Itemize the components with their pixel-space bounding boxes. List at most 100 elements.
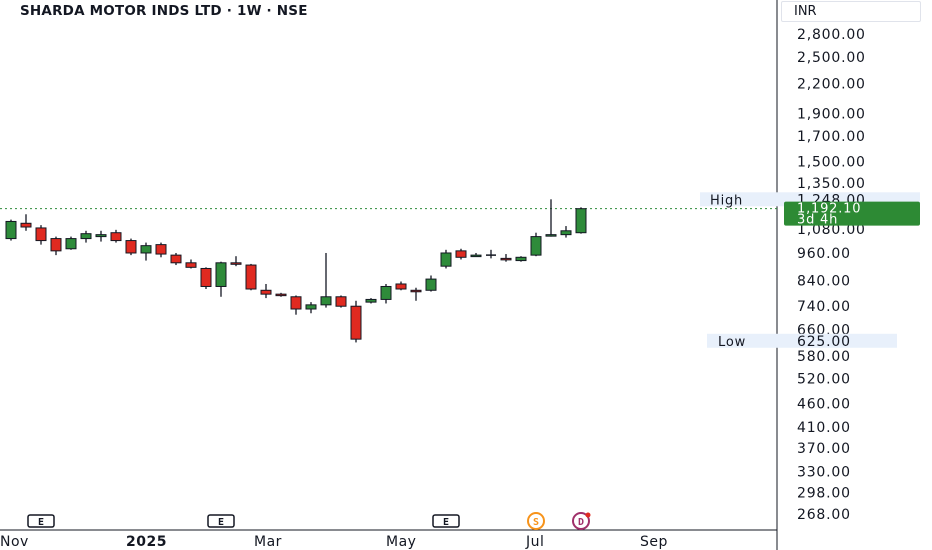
candle-body [80,233,92,240]
candle-body [380,285,392,300]
earnings-icon [432,514,460,528]
candle[interactable] [425,275,437,292]
earnings-icon [27,514,55,528]
candle-body [5,220,17,240]
candle-body [170,254,182,264]
candle[interactable] [530,232,542,257]
candle[interactable] [486,249,496,259]
event-label: E [38,517,44,528]
candle-body [155,244,167,255]
price-tick-label: 410.00 [797,420,851,436]
candle[interactable] [395,281,407,291]
candle[interactable] [5,219,17,241]
event-label: E [218,517,224,528]
candle[interactable] [20,214,32,231]
candle[interactable] [515,256,527,262]
time-axis[interactable]: Nov 2025 Mar May Jul Sep [0,534,668,550]
earnings-event-marker[interactable]: E [27,514,55,528]
candles-layer [5,199,587,343]
candle[interactable] [335,295,347,308]
event-label: D [578,517,584,528]
price-tick-label: 2,500.00 [797,50,866,66]
candle[interactable] [455,248,467,260]
split-icon [527,512,545,530]
candle[interactable] [140,242,152,261]
price-tick-label: 2,200.00 [797,76,866,92]
candle-body [395,283,407,290]
candle[interactable] [215,261,227,297]
price-tick-label: 1,350.00 [797,176,866,192]
candle[interactable] [245,263,257,291]
candle[interactable] [95,230,107,242]
candle[interactable] [545,199,557,237]
price-tick-label: 520.00 [797,371,851,387]
candle[interactable] [290,295,302,315]
candle-body [245,264,257,290]
candle[interactable] [380,283,392,304]
candle[interactable] [80,230,92,243]
dividend-dot-icon [585,512,591,518]
price-tick-label: 960.00 [797,246,851,262]
candle[interactable] [35,225,47,245]
candle[interactable] [155,242,167,258]
candle[interactable] [320,252,332,308]
price-tick-label: 268.00 [797,507,851,523]
candle-body [575,208,587,234]
candle[interactable] [560,226,572,238]
price-tick-label: 460.00 [797,396,851,412]
candle[interactable] [170,252,182,266]
low-marker: Low 625.00 [707,333,897,350]
candle[interactable] [65,236,77,250]
candle[interactable] [410,287,422,301]
candle[interactable] [230,256,242,267]
candle[interactable] [110,229,122,243]
event-label: E [443,517,449,528]
earnings-event-marker[interactable]: E [207,514,235,528]
candle-body [335,296,347,307]
candle[interactable] [470,252,482,258]
candle-body [530,236,542,256]
candle-body [125,240,137,254]
split-event-marker[interactable]: S [527,512,545,530]
candle-body [260,289,272,295]
candle[interactable] [350,300,362,343]
bar-countdown: 3d 4h [797,213,838,228]
candle[interactable] [275,292,287,297]
time-tick-label: 2025 [126,534,167,550]
candle-body [35,227,47,242]
candle[interactable] [365,298,377,304]
candle[interactable] [260,283,272,299]
candle-body [350,305,362,340]
low-marker-bg [707,333,897,348]
candle-body [500,257,512,261]
dividend-event-marker[interactable]: D [572,512,591,530]
candle-body [410,289,422,293]
candle[interactable] [185,259,197,269]
event-label: S [533,517,539,528]
candle[interactable] [440,249,452,269]
candle-body [305,304,317,310]
candle[interactable] [200,267,212,290]
price-tick-label: 1,900.00 [797,106,866,122]
candle-body [215,262,227,287]
candle[interactable] [50,236,62,256]
last-price-bg [784,201,920,226]
currency-label: INR [794,4,817,19]
price-axis[interactable]: 2,800.00 2,500.00 2,200.00 1,900.00 1,700.00… [797,27,866,523]
candle-body [65,238,77,250]
candle-body [455,250,467,258]
candle[interactable] [125,238,137,256]
price-tick-label: 1,500.00 [797,155,866,171]
candle-body [200,267,212,287]
price-tick-label: 840.00 [797,273,851,289]
candle-body [110,232,122,242]
candle[interactable] [305,302,317,314]
currency-selector[interactable]: INR [781,1,921,22]
candle[interactable] [500,254,512,262]
earnings-event-marker[interactable]: E [432,514,460,528]
candle-body [560,230,572,236]
candle[interactable] [575,207,587,234]
